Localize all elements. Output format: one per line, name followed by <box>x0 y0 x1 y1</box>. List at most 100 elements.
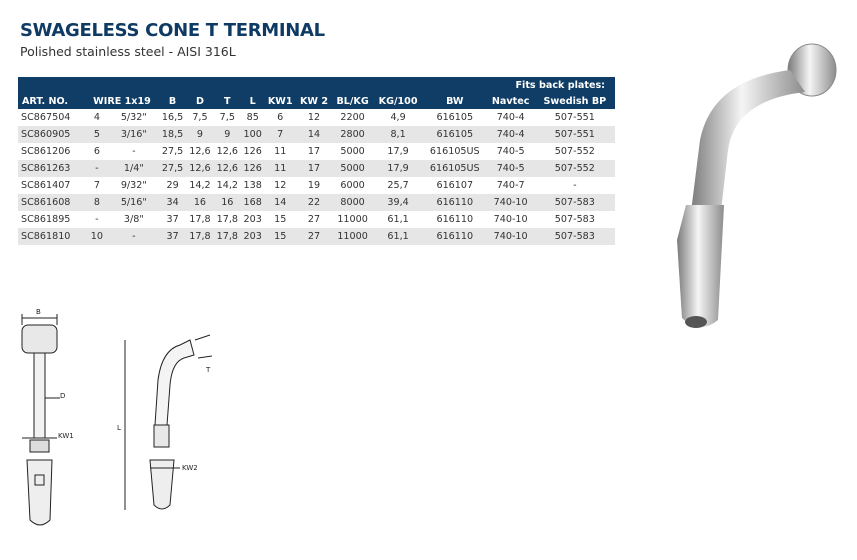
table-cell: 37 <box>158 228 187 245</box>
table-cell: 3/8" <box>123 214 144 225</box>
table-cell: 616110 <box>422 194 487 211</box>
table-cell: 12,6 <box>189 146 211 157</box>
column-header: BL/KG <box>331 93 374 109</box>
table-cell: 6000 <box>340 180 365 191</box>
label-t: T <box>205 366 211 374</box>
table-cell: 740-10 <box>486 194 535 211</box>
table-cell: - <box>108 228 159 245</box>
table-cell: - <box>95 214 99 225</box>
table-cell: 203 <box>240 228 265 245</box>
table-cell: 8 <box>85 194 109 211</box>
table-cell: SC861608 <box>18 194 86 211</box>
table-cell: 9 <box>186 126 214 143</box>
table-cell: 6 <box>93 146 100 157</box>
table-cell: 17 <box>296 160 332 177</box>
table-cell: 616105US <box>422 160 487 177</box>
table-cell: 19 <box>307 180 321 191</box>
column-header: KG/100 <box>373 93 423 109</box>
table-cell: 7,5 <box>219 112 235 123</box>
table-row: SC861407 7 9/32" 29 14,2 14,2 138 12 19 6000 25,7 6… <box>18 177 615 194</box>
table-cell: 5/16" <box>108 194 159 211</box>
table-cell: 5 <box>85 126 109 143</box>
table-row: SC861895 - 3/8" 37 17,8 17,8 203 15 27 11000 61,1 6… <box>18 211 615 228</box>
table-cell: 8000 <box>331 194 374 211</box>
table-row: SC861263-1/4" 27,5 12,6 12,6 126 11 17 5000 17,9… <box>18 160 615 177</box>
table-cell: 17,9 <box>387 146 409 157</box>
table-cell: 12,6 <box>216 146 238 157</box>
table-cell: 17,8 <box>216 214 238 225</box>
table-cell: 27 <box>296 228 332 245</box>
table-cell: 740-5 <box>496 146 525 157</box>
front-view-drawing <box>21 314 60 526</box>
table-cell: 507-583 <box>534 228 615 245</box>
table-cell: 7 <box>93 180 100 191</box>
column-header: T <box>213 93 241 109</box>
table-cell: 616105US <box>429 146 480 157</box>
side-view-drawing <box>124 334 213 510</box>
table-cell: 22 <box>296 194 332 211</box>
table-cell: 507-551 <box>534 126 615 143</box>
table-cell: 2200 <box>340 112 365 123</box>
table-cell: 14 <box>296 126 332 143</box>
column-header: B <box>158 93 187 109</box>
table-cell: 16 <box>213 194 241 211</box>
table-cell: 11 <box>264 160 297 177</box>
table-cell: SC861810 <box>18 228 86 245</box>
table-cell: SC861206 <box>21 146 71 157</box>
table-cell: 27 <box>307 214 321 225</box>
table-cell: 14 <box>264 194 297 211</box>
table-cell: 203 <box>243 214 262 225</box>
table-cell: 616105 <box>422 126 487 143</box>
table-cell: 17 <box>307 146 321 157</box>
spec-table: Fits back plates: ART. NO. WIRE 1x19 B D T L K… <box>18 77 615 245</box>
table-cell: 14,2 <box>216 180 238 191</box>
table-cell: 5000 <box>340 146 365 157</box>
table-cell: 507-583 <box>534 194 615 211</box>
table-cell: 507-552 <box>534 160 615 177</box>
table-cell: - <box>85 160 109 177</box>
table-cell: 740-4 <box>486 126 535 143</box>
table-row: SC867504 4 5/32" 16,5 7,5 7,5 85 6 12 2200 4,9 6161… <box>18 109 615 126</box>
table-cell: 12,6 <box>213 160 241 177</box>
table-cell: 740-10 <box>486 228 535 245</box>
label-l: L <box>117 424 121 432</box>
table-cell: 168 <box>240 194 265 211</box>
table-cell: 15 <box>264 228 297 245</box>
column-header: WIRE 1x19 <box>85 93 159 109</box>
table-cell: 4 <box>93 112 100 123</box>
fits-back-plates-header: Fits back plates: <box>18 77 615 93</box>
column-header: KW1 <box>264 93 297 109</box>
table-cell: 100 <box>240 126 265 143</box>
table-cell: 15 <box>274 214 287 225</box>
table-cell: 9/32" <box>120 180 147 191</box>
table-cell: 27,5 <box>158 160 187 177</box>
table-cell: 1/4" <box>108 160 159 177</box>
table-cell: SC867504 <box>21 112 71 123</box>
table-cell: 25,7 <box>387 180 409 191</box>
column-header: KW 2 <box>296 93 332 109</box>
table-cell: 7,5 <box>192 112 208 123</box>
table-cell: 11 <box>274 146 287 157</box>
table-cell: SC861895 <box>21 214 71 225</box>
table-cell: 10 <box>85 228 109 245</box>
table-cell: 7 <box>264 126 297 143</box>
table-row: SC861810 10-37 17,8 17,8 203 15 27 11000 61,1 616… <box>18 228 615 245</box>
table-cell: 138 <box>243 180 262 191</box>
table-cell: 17,9 <box>373 160 423 177</box>
table-cell: - <box>573 180 577 191</box>
table-cell: 616107 <box>436 180 474 191</box>
table-cell: 740-5 <box>486 160 535 177</box>
table-cell: SC861407 <box>21 180 71 191</box>
product-photo <box>677 43 837 328</box>
table-cell: 12,6 <box>186 160 214 177</box>
table-cell: 5000 <box>331 160 374 177</box>
table-cell: 740-7 <box>496 180 525 191</box>
table-row: SC860905 5 3/16" 18,5 9 9 100 7 14 2800 8,1 616105 7… <box>18 126 615 143</box>
table-cell: 507-551 <box>554 112 595 123</box>
table-cell: 29 <box>166 180 179 191</box>
table-cell: 4,9 <box>390 112 406 123</box>
label-d: D <box>60 392 65 400</box>
table-cell: 14,2 <box>189 180 211 191</box>
column-header: ART. NO. <box>18 93 86 109</box>
table-cell: - <box>132 146 136 157</box>
